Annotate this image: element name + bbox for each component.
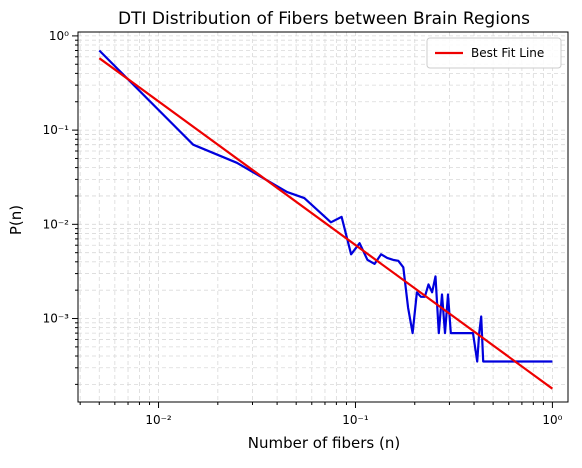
series-layer [98,49,554,390]
x-tick-label: 10⁻¹ [342,413,369,427]
y-tick-label: 10⁻³ [43,312,70,326]
legend-label: Best Fit Line [471,46,544,60]
legend: Best Fit Line [426,37,562,69]
best-fit-line [98,57,554,390]
axes-layer: 10⁻² 10⁻¹ 10⁰ 10⁻³ 10⁻² 10⁻¹ 10⁰ [43,29,563,427]
x-tick-label: 10⁻² [145,413,172,427]
y-axis-label: P(n) [7,205,25,235]
distribution-line [98,49,553,363]
x-axis-label: Number of fibers (n) [248,434,400,452]
y-tick-label: 10⁻² [43,217,70,231]
y-tick-label: 10⁻¹ [43,123,70,137]
x-tick-label: 10⁰ [542,413,562,427]
legend-box [426,37,562,69]
chart-title: DTI Distribution of Fibers between Brain… [118,9,530,29]
plot-frame [77,31,569,403]
y-tick-label: 10⁰ [49,29,69,43]
